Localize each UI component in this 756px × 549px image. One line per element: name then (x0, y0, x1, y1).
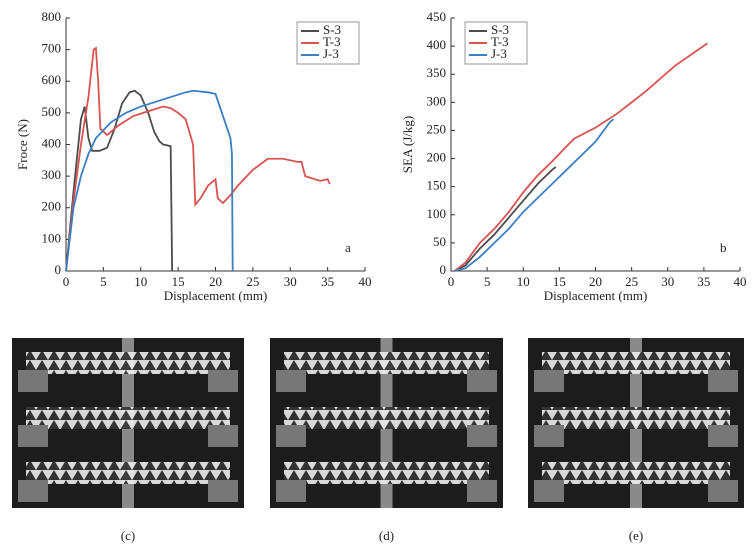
y-tick-label: 600 (42, 72, 62, 87)
support (467, 370, 497, 392)
line (454, 166, 557, 272)
x-tick-label: 20 (589, 274, 602, 289)
line (65, 89, 234, 272)
x-tick-label: 0 (448, 274, 455, 289)
y-tick-label: 400 (42, 135, 62, 150)
y-tick-label: 150 (427, 178, 447, 193)
y-tick-label: 800 (42, 9, 62, 24)
specimen (542, 352, 730, 374)
x-tick-label: 5 (100, 274, 107, 289)
y-tick-label: 400 (427, 37, 447, 52)
photo-caption: (d) (379, 528, 394, 543)
line (454, 42, 708, 272)
specimen (542, 462, 730, 484)
legend-label: T-3 (323, 34, 341, 49)
specimen (284, 407, 489, 429)
support (276, 480, 306, 502)
support (708, 370, 738, 392)
x-tick-label: 10 (134, 274, 147, 289)
x-tick-label: 35 (697, 274, 710, 289)
support (534, 370, 564, 392)
y-axis-label: SEA (J/kg) (400, 116, 415, 173)
y-tick-label: 300 (427, 93, 447, 108)
y-axis-label: Froce (N) (15, 119, 30, 170)
legend-label: T-3 (491, 34, 509, 49)
support (708, 425, 738, 447)
x-tick-label: 30 (284, 274, 297, 289)
photo-caption: (c) (121, 528, 135, 543)
x-tick-label: 0 (63, 274, 70, 289)
x-tick-label: 40 (359, 274, 372, 289)
photo-caption: (e) (629, 528, 643, 543)
support (208, 370, 238, 392)
specimen (284, 462, 489, 484)
x-tick-label: 10 (517, 274, 530, 289)
photos: (c) (d) (e) (12, 338, 744, 543)
x-tick-label: 15 (553, 274, 566, 289)
x-tick-label: 25 (625, 274, 638, 289)
y-tick-label: 100 (427, 206, 447, 221)
line (65, 89, 174, 272)
support (18, 480, 48, 502)
support (18, 425, 48, 447)
y-tick-label: 250 (427, 121, 447, 136)
support (467, 425, 497, 447)
y-tick-label: 350 (427, 65, 447, 80)
y-tick-label: 500 (42, 104, 62, 119)
y-tick-label: 450 (427, 9, 447, 24)
support (208, 480, 238, 502)
y-tick-label: 200 (42, 199, 62, 214)
panel-label: a (345, 240, 351, 255)
y-tick-label: 300 (42, 167, 62, 182)
x-axis-label: Displacement (mm) (164, 288, 268, 303)
line (454, 118, 615, 272)
y-tick-label: 50 (433, 234, 446, 249)
specimen (284, 352, 489, 374)
specimen (26, 352, 230, 374)
support (534, 480, 564, 502)
x-axis-label: Displacement (mm) (544, 288, 648, 303)
support (276, 425, 306, 447)
specimen (542, 407, 730, 429)
x-tick-label: 35 (321, 274, 334, 289)
legend-label: J-3 (491, 46, 507, 61)
y-tick-label: 0 (440, 262, 447, 277)
y-tick-label: 0 (55, 262, 62, 277)
support (276, 370, 306, 392)
y-tick-label: 200 (427, 150, 447, 165)
y-tick-label: 100 (42, 230, 62, 245)
x-tick-label: 25 (246, 274, 259, 289)
x-tick-label: 5 (484, 274, 491, 289)
specimen (26, 462, 230, 484)
support (467, 480, 497, 502)
line (65, 46, 331, 272)
legend-label: J-3 (323, 46, 339, 61)
y-tick-label: 700 (42, 41, 62, 56)
support (208, 425, 238, 447)
legend-label: S-3 (323, 22, 341, 37)
legend-label: S-3 (491, 22, 509, 37)
specimen (26, 407, 230, 429)
x-tick-label: 40 (734, 274, 747, 289)
support (534, 425, 564, 447)
panel-label: b (720, 240, 727, 255)
x-tick-label: 15 (172, 274, 185, 289)
support (18, 370, 48, 392)
support (708, 480, 738, 502)
x-tick-label: 30 (661, 274, 674, 289)
x-tick-label: 20 (209, 274, 222, 289)
